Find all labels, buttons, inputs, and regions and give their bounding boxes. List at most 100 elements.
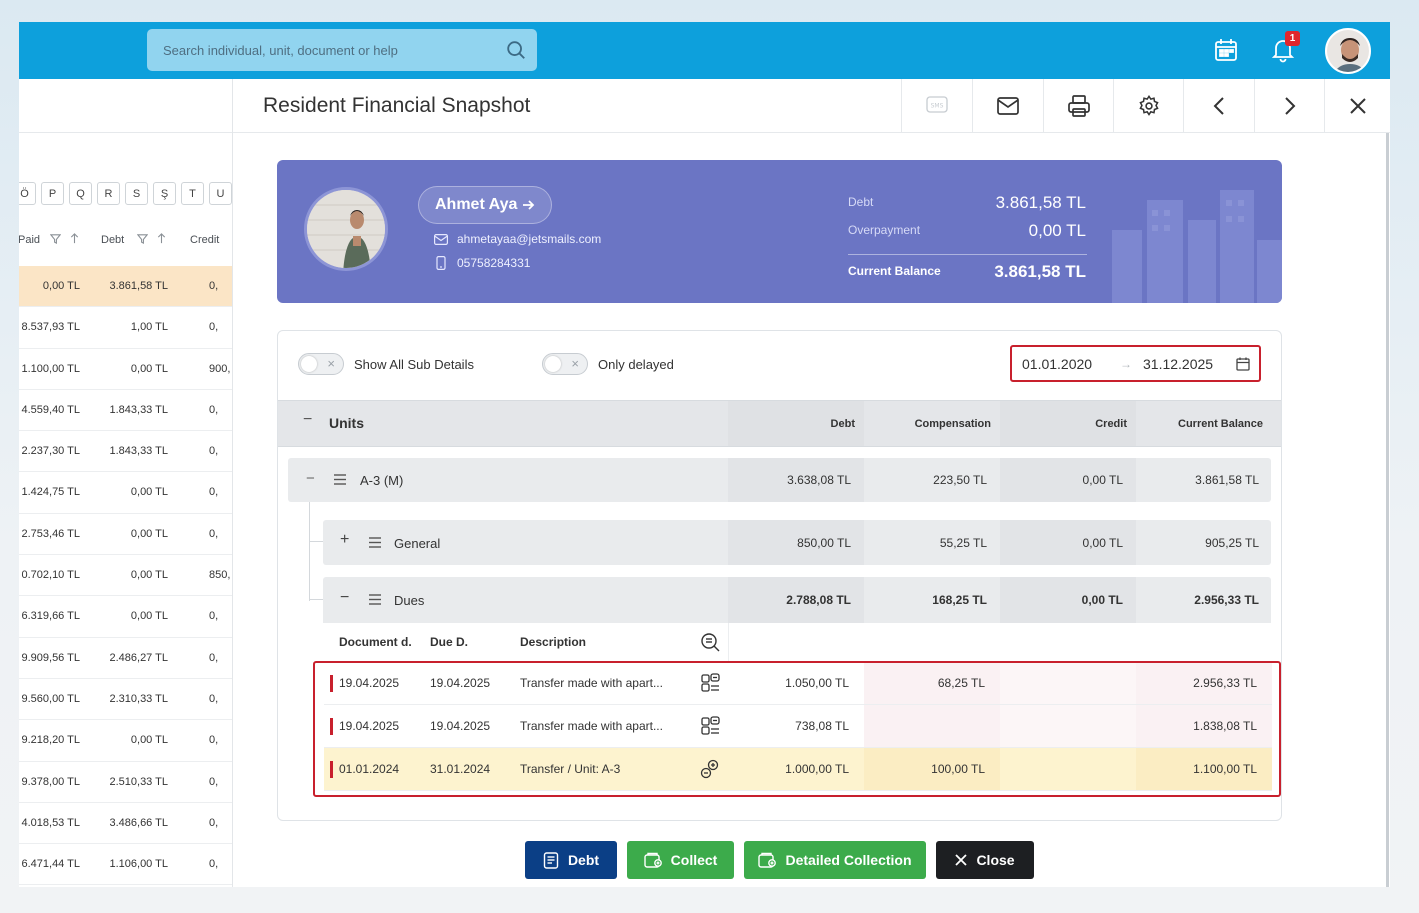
letter-filter-item[interactable]: U xyxy=(209,182,232,205)
top-bar: Search individual, unit, document or hel… xyxy=(19,22,1390,79)
drag-handle-icon[interactable] xyxy=(369,594,381,605)
letter-filter-item[interactable]: Q xyxy=(69,182,92,205)
list-row[interactable]: 2.753,46 TL 0,00 TL 0, xyxy=(19,514,232,556)
list-row[interactable]: 4.018,53 TL 3.486,66 TL 0, xyxy=(19,803,232,845)
list-cell-paid: 9.560,00 TL xyxy=(21,692,80,705)
close-drawer-button[interactable] xyxy=(1324,79,1390,133)
list-row[interactable]: 2.237,30 TL 1.843,33 TL 0, xyxy=(19,431,232,473)
sort-icon[interactable] xyxy=(156,233,167,244)
list-cell-paid: 6.319,66 TL xyxy=(21,610,80,623)
range-arrow-icon: → xyxy=(1120,357,1132,371)
list-cell-paid: 0.702,10 TL xyxy=(21,569,80,582)
list-row[interactable]: 0,00 TL 3.861,58 TL 0, xyxy=(19,266,232,308)
document-row[interactable]: 19.04.2025 19.04.2025 Transfer made with a… xyxy=(324,705,1272,748)
expand-icon[interactable]: + xyxy=(340,531,350,548)
list-cell-paid: 4.559,40 TL xyxy=(21,403,80,416)
list-row[interactable]: 9.560,00 TL 2.310,33 TL 0, xyxy=(19,679,232,721)
resident-name-link[interactable]: Ahmet Aya xyxy=(418,186,553,224)
collapse-icon[interactable]: − xyxy=(303,411,313,428)
gear-icon xyxy=(1139,95,1159,116)
list-row[interactable]: 4.559,40 TL 1.843,33 TL 0, xyxy=(19,390,232,432)
list-row[interactable]: 9.218,20 TL 0,00 TL 0, xyxy=(19,720,232,762)
letter-filter-item[interactable]: R xyxy=(97,182,120,205)
app-window: Search individual, unit, document or hel… xyxy=(19,22,1390,887)
sms-button[interactable]: SMS xyxy=(901,79,972,133)
document-list-icon[interactable] xyxy=(700,716,720,736)
list-cell-paid: 1.100,00 TL xyxy=(21,362,80,375)
list-cell-credit: 0, xyxy=(209,445,219,458)
letter-filter-item[interactable]: Ö xyxy=(19,182,36,205)
search-input[interactable]: Search individual, unit, document or hel… xyxy=(147,29,537,71)
drag-handle-icon[interactable] xyxy=(334,474,346,485)
date-range-picker[interactable]: 01.01.2020 → 31.12.2025 xyxy=(1010,345,1261,382)
search-detail-icon[interactable] xyxy=(700,632,720,652)
debt-amount: 1.050,00 TL xyxy=(785,676,849,690)
general-debt: 850,00 TL xyxy=(797,536,851,550)
drawer-scrollbar[interactable] xyxy=(1386,133,1389,887)
only-delayed-toggle[interactable]: × xyxy=(542,353,588,375)
general-group-row[interactable]: + General 850,00 TL 55,25 TL 0,00 TL 905… xyxy=(323,520,1271,565)
settings-button[interactable] xyxy=(1113,79,1184,133)
resident-rows: 0,00 TL 3.861,58 TL 0, 8.537,93 TL 1,00 TL 0,… xyxy=(19,266,232,886)
filter-icon[interactable] xyxy=(50,233,61,244)
unit-row[interactable]: − A-3 (M) 3.638,08 TL 223,50 TL 0,00 TL … xyxy=(288,458,1271,502)
overpayment-label: Overpayment xyxy=(848,223,921,237)
letter-filter-item[interactable]: T xyxy=(181,182,204,205)
search-icon[interactable] xyxy=(505,39,527,61)
letter-filter-item[interactable]: Ş xyxy=(153,182,176,205)
user-avatar[interactable] xyxy=(1325,28,1371,74)
col-description: Description xyxy=(520,635,587,649)
date-to[interactable]: 31.12.2025 xyxy=(1143,356,1214,372)
debt-amount: 738,08 TL xyxy=(795,719,849,733)
unit-debt: 3.638,08 TL xyxy=(787,473,851,487)
list-cell-paid: 9.218,20 TL xyxy=(21,734,80,747)
debt-value: 3.861,58 TL xyxy=(995,193,1086,212)
list-row[interactable]: 6.319,66 TL 0,00 TL 0, xyxy=(19,596,232,638)
document-row[interactable]: 19.04.2025 19.04.2025 Transfer made with a… xyxy=(324,662,1272,705)
list-cell-credit: 850, xyxy=(209,569,231,582)
list-cell-paid: 8.537,93 TL xyxy=(21,321,80,334)
delay-indicator xyxy=(330,761,333,778)
svg-text:SMS: SMS xyxy=(931,103,944,110)
list-row[interactable]: 6.471,44 TL 1.106,00 TL 0, xyxy=(19,844,232,886)
calendar-icon[interactable] xyxy=(1236,357,1250,371)
debt-button[interactable]: Debt xyxy=(525,841,617,879)
detailed-collection-button[interactable]: Detailed Collection xyxy=(744,841,926,879)
list-row[interactable]: 1.100,00 TL 0,00 TL 900, xyxy=(19,349,232,390)
sort-icon[interactable] xyxy=(69,233,80,244)
list-row[interactable]: 8.537,93 TL 1,00 TL 0, xyxy=(19,307,232,349)
calendar-icon[interactable] xyxy=(1213,37,1239,63)
resident-photo xyxy=(304,187,388,271)
document-list-icon[interactable] xyxy=(700,673,720,693)
general-credit: 0,00 TL xyxy=(1082,536,1123,550)
show-all-sub-details-toggle[interactable]: × xyxy=(298,353,344,375)
filter-icon[interactable] xyxy=(137,233,148,244)
dues-balance: 2.956,33 TL xyxy=(1194,593,1259,607)
email-button[interactable] xyxy=(972,79,1043,133)
collapse-icon[interactable]: − xyxy=(340,589,350,606)
letter-filter-item[interactable]: P xyxy=(41,182,64,205)
resident-phone: 05758284331 xyxy=(434,256,530,270)
next-button[interactable] xyxy=(1254,79,1325,133)
collapse-icon[interactable]: − xyxy=(306,470,315,487)
document-row[interactable]: 01.01.2024 31.01.2024 Transfer / Unit: A-3… xyxy=(324,748,1272,791)
unit-credit: 0,00 TL xyxy=(1082,473,1123,487)
collect-button[interactable]: Collect xyxy=(627,841,734,879)
list-row[interactable]: 9.378,00 TL 2.510,33 TL 0, xyxy=(19,762,232,803)
drag-handle-icon[interactable] xyxy=(369,537,381,548)
letter-filter-item[interactable]: S xyxy=(125,182,148,205)
dues-group-row[interactable]: − Dues 2.788,08 TL 168,25 TL 0,00 TL 2.9… xyxy=(323,577,1271,623)
date-from[interactable]: 01.01.2020 xyxy=(1022,356,1093,372)
list-row[interactable]: 1.424,75 TL 0,00 TL 0, xyxy=(19,472,232,514)
mail-icon xyxy=(997,97,1019,115)
dues-credit: 0,00 TL xyxy=(1081,593,1123,607)
list-row[interactable]: 0.702,10 TL 0,00 TL 850, xyxy=(19,555,232,597)
compensation-amount: 100,00 TL xyxy=(931,762,985,776)
print-button[interactable] xyxy=(1043,79,1114,133)
document-table-header: Document d. Due D. Description xyxy=(324,623,1272,661)
list-row[interactable]: 9.909,56 TL 2.486,27 TL 0, xyxy=(19,638,232,679)
transfer-icon[interactable] xyxy=(700,759,720,779)
previous-button[interactable] xyxy=(1183,79,1254,133)
close-button[interactable]: Close xyxy=(936,841,1034,879)
email-text: ahmetayaa@jetsmails.com xyxy=(457,232,602,246)
